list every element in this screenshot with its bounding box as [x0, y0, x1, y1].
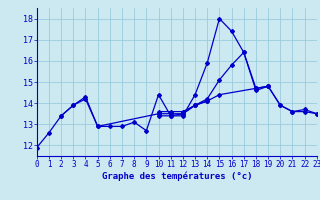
X-axis label: Graphe des températures (°c): Graphe des températures (°c): [101, 172, 252, 181]
